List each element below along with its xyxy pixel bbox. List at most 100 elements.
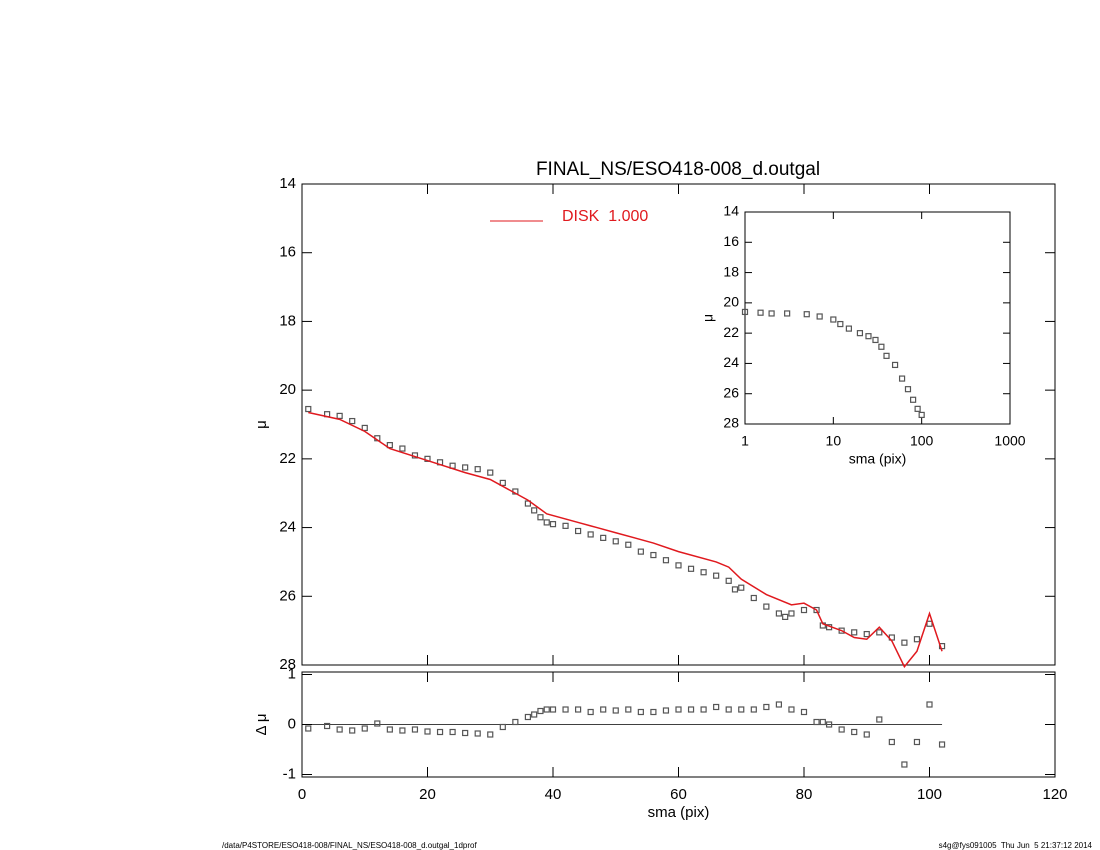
x-tick-label: 80	[796, 786, 813, 803]
data-point	[788, 610, 795, 617]
data-point	[738, 584, 745, 591]
footer-right: s4g@fys091005 Thu Jun 5 21:37:12 2014	[939, 841, 1093, 850]
data-point	[845, 325, 852, 332]
data-point	[531, 711, 538, 718]
data-point	[775, 610, 783, 617]
data-point	[411, 726, 419, 733]
y-axis-label: μ	[700, 314, 716, 322]
data-point	[349, 417, 356, 425]
data-point	[830, 316, 837, 323]
data-point	[757, 309, 764, 316]
data-point	[913, 738, 921, 746]
data-point	[512, 718, 519, 726]
data-point	[825, 721, 833, 728]
y-axis-label: μ	[253, 420, 270, 429]
data-point	[650, 708, 657, 716]
data-point	[851, 629, 858, 636]
data-point	[374, 720, 381, 727]
data-point	[625, 706, 632, 713]
data-point	[910, 396, 917, 403]
x-axis-label: sma (pix)	[648, 804, 710, 821]
data-point	[813, 606, 820, 614]
data-point	[386, 442, 393, 449]
data-point	[863, 630, 870, 638]
data-point	[926, 701, 933, 708]
x-axis-label: sma (pix)	[849, 451, 907, 467]
y-tick-label: 14	[279, 175, 296, 192]
data-point	[531, 507, 538, 514]
data-point	[600, 534, 607, 541]
data-point	[424, 728, 431, 735]
data-point	[587, 708, 594, 716]
data-point	[819, 718, 826, 726]
data-point	[524, 500, 532, 507]
data-point	[637, 548, 644, 555]
data-point	[543, 706, 550, 713]
data-point	[662, 707, 670, 714]
data-point	[449, 728, 456, 736]
data-point	[612, 707, 619, 714]
data-point	[883, 352, 890, 359]
data-point	[436, 728, 444, 736]
data-point	[474, 730, 481, 737]
y-tick-label: 28	[279, 656, 296, 673]
y-tick-label: 14	[723, 203, 739, 219]
data-point	[462, 464, 469, 471]
x-tick-label: 100	[917, 786, 942, 803]
data-point	[768, 310, 775, 317]
data-point	[574, 527, 582, 535]
data-point	[837, 320, 844, 328]
data-point	[361, 424, 368, 432]
data-point	[800, 606, 808, 614]
data-point	[888, 738, 895, 746]
x-tick-label: 10	[826, 433, 842, 449]
legend-label: DISK 1.000	[562, 208, 648, 225]
data-point	[487, 469, 494, 476]
data-point	[898, 375, 906, 382]
data-point	[876, 716, 883, 723]
y-axis-label: Δ μ	[253, 713, 270, 735]
data-point	[462, 729, 469, 737]
data-point	[926, 620, 933, 627]
y-tick-label: 22	[723, 324, 739, 340]
x-tick-label: 100	[910, 433, 934, 449]
data-point	[782, 613, 789, 621]
y-tick-label: 22	[279, 450, 296, 467]
data-point	[838, 726, 845, 733]
data-point	[713, 572, 720, 579]
data-point	[731, 586, 739, 593]
data-point	[904, 386, 912, 393]
x-tick-label: 20	[419, 786, 436, 803]
data-point	[612, 538, 619, 545]
data-point	[549, 521, 557, 528]
data-point	[537, 514, 544, 521]
data-point	[865, 333, 872, 340]
y-tick-label: 20	[723, 294, 739, 310]
data-point	[399, 445, 406, 452]
y-tick-label: 18	[723, 263, 739, 279]
data-point	[725, 706, 732, 713]
data-point	[487, 731, 494, 738]
data-point	[524, 713, 532, 721]
y-tick-label: 16	[723, 233, 739, 249]
data-point	[813, 718, 820, 726]
data-point	[725, 577, 732, 584]
data-point	[851, 728, 858, 736]
data-point	[816, 313, 823, 320]
x-tick-label: 40	[545, 786, 562, 803]
data-point	[349, 727, 356, 734]
data-point	[803, 311, 810, 318]
data-point	[891, 361, 899, 369]
data-point	[675, 706, 682, 713]
data-point	[918, 411, 925, 419]
data-point	[543, 519, 550, 526]
data-point	[876, 629, 883, 636]
data-point	[499, 479, 506, 487]
footer-left: /data/P4STORE/ESO418-008/FINAL_NS/ESO418…	[222, 841, 477, 850]
data-point	[474, 466, 481, 473]
data-point	[856, 330, 864, 337]
data-point	[562, 522, 569, 529]
data-point	[763, 603, 770, 610]
data-point	[305, 405, 312, 413]
y-tick-label: 18	[279, 312, 296, 329]
